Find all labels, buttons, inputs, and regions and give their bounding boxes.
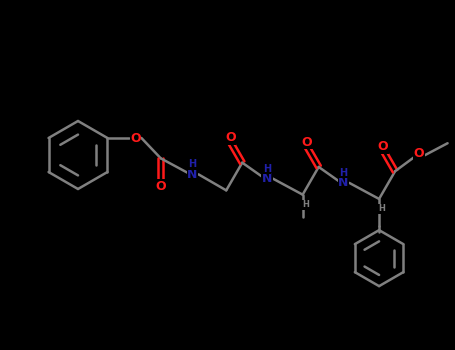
Text: O: O bbox=[378, 140, 389, 153]
Text: H: H bbox=[263, 164, 271, 174]
Text: N: N bbox=[187, 168, 198, 181]
Text: N: N bbox=[338, 176, 349, 189]
Text: H: H bbox=[339, 168, 348, 178]
Text: O: O bbox=[301, 136, 312, 149]
Text: O: O bbox=[225, 131, 236, 144]
Text: H: H bbox=[379, 204, 385, 214]
Text: O: O bbox=[130, 132, 141, 145]
Text: N: N bbox=[262, 172, 272, 185]
Text: H: H bbox=[302, 200, 309, 209]
Text: O: O bbox=[414, 147, 424, 160]
Text: H: H bbox=[188, 159, 197, 169]
Text: O: O bbox=[156, 180, 166, 193]
